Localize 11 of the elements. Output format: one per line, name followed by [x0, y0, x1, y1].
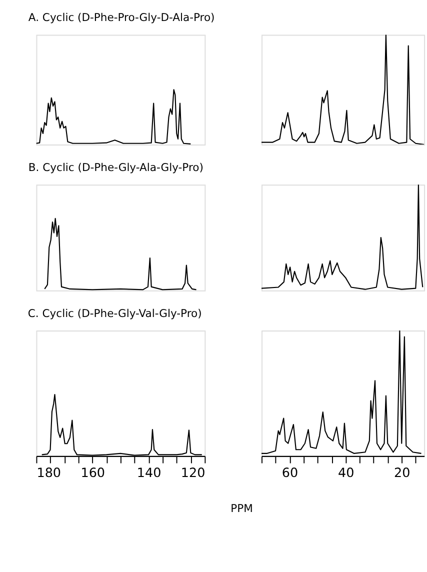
x-tick-label: 180 [36, 466, 62, 481]
chart-title: A. Cyclic (D-Phe-Pro-Gly-D-Ala-Pro) [28, 11, 215, 24]
chart-title: C. Cyclic (D-Phe-Gly-Val-Gly-Pro) [28, 306, 202, 320]
x-tick-label: 160 [80, 466, 106, 481]
x-axis-title: PPM [230, 502, 253, 516]
chart-title: B. Cyclic (D-Phe-Gly-Ala-Gly-Pro) [28, 160, 204, 174]
x-tick-label: 40 [338, 466, 354, 481]
x-tick-label: 60 [282, 466, 298, 481]
x-tick-label: 140 [136, 466, 162, 481]
x-tick-label: 120 [180, 466, 206, 481]
x-tick-label: 20 [394, 466, 410, 481]
